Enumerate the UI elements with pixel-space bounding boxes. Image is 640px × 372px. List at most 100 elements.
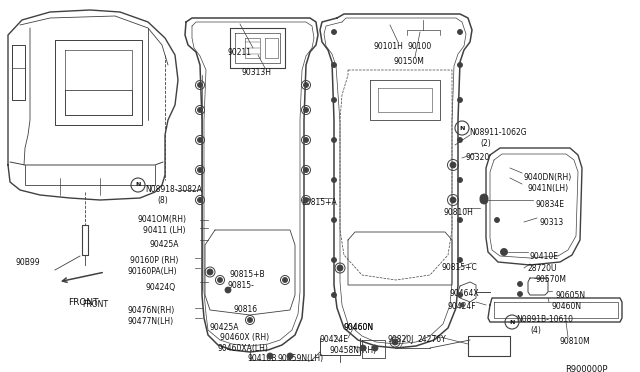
Text: 90815-: 90815- [227, 281, 254, 290]
Text: 90313: 90313 [539, 218, 563, 227]
Circle shape [287, 353, 293, 359]
Circle shape [303, 167, 308, 173]
Text: 90211: 90211 [228, 48, 252, 57]
Text: 9041OM(RH): 9041OM(RH) [138, 215, 187, 224]
Text: 90459N(LH): 90459N(LH) [278, 354, 324, 363]
Circle shape [218, 278, 223, 282]
Text: 90460N: 90460N [344, 323, 374, 332]
Circle shape [458, 257, 463, 263]
Text: 90810H: 90810H [444, 208, 474, 217]
Text: 90410B: 90410B [248, 354, 277, 363]
Text: 90424Q: 90424Q [145, 283, 175, 292]
Text: 90425A: 90425A [210, 323, 239, 332]
Text: 90476N(RH): 90476N(RH) [128, 306, 175, 315]
Circle shape [372, 345, 378, 351]
Text: 90605N: 90605N [555, 291, 585, 300]
Circle shape [458, 177, 463, 183]
Text: N08911-1062G: N08911-1062G [469, 128, 527, 137]
Text: 90477N(LH): 90477N(LH) [128, 317, 174, 326]
Text: 90815+B: 90815+B [230, 270, 266, 279]
Text: FRONT: FRONT [82, 300, 108, 309]
Text: 90464X: 90464X [449, 289, 479, 298]
Circle shape [207, 269, 213, 275]
Circle shape [198, 167, 202, 173]
Text: N: N [509, 320, 515, 324]
Circle shape [303, 108, 308, 112]
Text: 9041N(LH): 9041N(LH) [528, 184, 569, 193]
Text: R900000P: R900000P [565, 365, 607, 372]
Circle shape [458, 292, 463, 298]
Circle shape [458, 97, 463, 103]
Circle shape [267, 353, 273, 359]
Circle shape [458, 218, 463, 222]
Text: 90160P (RH): 90160P (RH) [130, 256, 179, 265]
Circle shape [360, 345, 366, 351]
Circle shape [225, 287, 231, 293]
Text: 90101H: 90101H [373, 42, 403, 51]
Text: 90100: 90100 [407, 42, 431, 51]
Circle shape [198, 108, 202, 112]
Text: 90460N: 90460N [551, 302, 581, 311]
Text: 9040DN(RH): 9040DN(RH) [524, 173, 572, 182]
Circle shape [282, 278, 287, 282]
Circle shape [518, 282, 522, 286]
Text: 90460N: 90460N [344, 323, 374, 332]
Text: N: N [135, 183, 141, 187]
Circle shape [480, 196, 488, 204]
Text: 90425A: 90425A [150, 240, 179, 249]
Text: 90150M: 90150M [393, 57, 424, 66]
Circle shape [518, 292, 522, 296]
Circle shape [458, 138, 463, 142]
Circle shape [198, 83, 202, 87]
Text: (2): (2) [480, 139, 491, 148]
Circle shape [450, 162, 456, 168]
Circle shape [303, 83, 308, 87]
Text: N: N [460, 125, 465, 131]
Circle shape [332, 257, 337, 263]
Text: N0891B-10610: N0891B-10610 [516, 315, 573, 324]
Text: 90834E: 90834E [535, 200, 564, 209]
Text: 90820J: 90820J [388, 335, 414, 344]
Circle shape [332, 62, 337, 67]
Circle shape [332, 177, 337, 183]
Circle shape [337, 265, 343, 271]
Text: N08918-3082A: N08918-3082A [145, 185, 202, 194]
Circle shape [495, 218, 499, 222]
Circle shape [332, 97, 337, 103]
Text: 90816: 90816 [234, 305, 258, 314]
Circle shape [500, 248, 508, 256]
Text: 90320: 90320 [466, 153, 490, 162]
Text: 90424F: 90424F [447, 302, 476, 311]
Circle shape [458, 62, 463, 67]
Circle shape [458, 29, 463, 35]
Text: 90815+C: 90815+C [441, 263, 477, 272]
Circle shape [450, 197, 456, 203]
Circle shape [332, 138, 337, 142]
Circle shape [392, 339, 398, 345]
Text: FRONT: FRONT [68, 298, 99, 307]
Text: 90313H: 90313H [242, 68, 272, 77]
Text: 90815+A: 90815+A [302, 198, 338, 207]
Circle shape [332, 29, 337, 35]
Text: (4): (4) [530, 326, 541, 335]
Text: 90570M: 90570M [536, 275, 567, 284]
Text: 90160PA(LH): 90160PA(LH) [127, 267, 177, 276]
Text: 90460XA(LH): 90460XA(LH) [217, 344, 268, 353]
Text: 90411 (LH): 90411 (LH) [143, 226, 186, 235]
Circle shape [303, 138, 308, 142]
Text: 90460X (RH): 90460X (RH) [220, 333, 269, 342]
Text: 90424E: 90424E [320, 335, 349, 344]
Text: 90B99: 90B99 [15, 258, 40, 267]
Circle shape [303, 198, 308, 202]
Circle shape [198, 138, 202, 142]
Text: 90410E: 90410E [530, 252, 559, 261]
Text: 90458N(RH): 90458N(RH) [330, 346, 377, 355]
Circle shape [248, 317, 253, 323]
Circle shape [332, 218, 337, 222]
Text: 28720U: 28720U [527, 264, 557, 273]
Circle shape [198, 198, 202, 202]
Text: 90810M: 90810M [559, 337, 589, 346]
Text: (8): (8) [157, 196, 168, 205]
Circle shape [332, 292, 337, 298]
Circle shape [480, 194, 488, 202]
